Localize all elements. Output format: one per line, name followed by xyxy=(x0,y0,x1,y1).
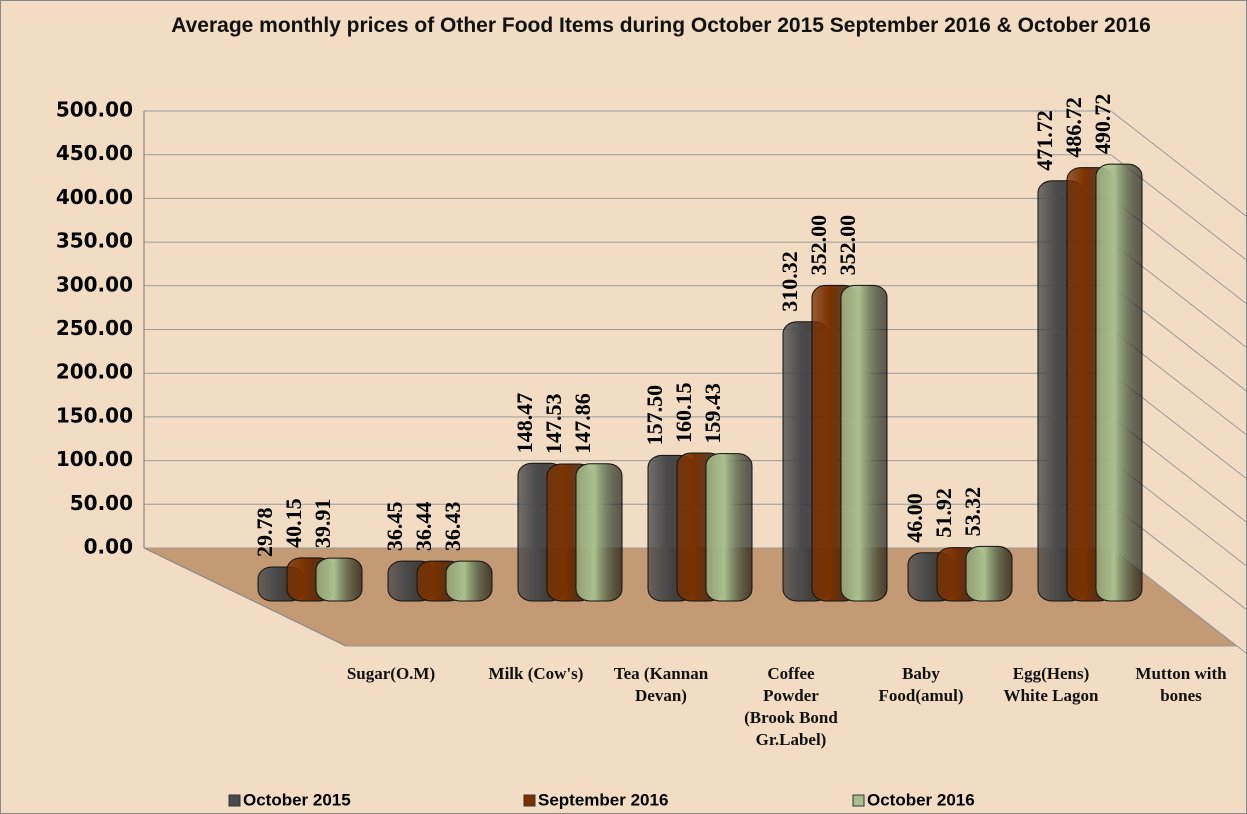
y-tick-label: 450.00 xyxy=(56,141,133,165)
value-label: 160.15 xyxy=(671,383,696,444)
x-tick-label: Sugar(O.M) xyxy=(346,664,436,683)
y-tick-label: 50.00 xyxy=(70,491,133,515)
x-tick-label: Baby Food(amul) xyxy=(878,664,964,705)
bar xyxy=(315,557,363,602)
value-label: 147.86 xyxy=(570,393,595,454)
bar xyxy=(1095,163,1143,602)
grid-line xyxy=(144,110,1246,217)
value-label: 39.91 xyxy=(310,499,335,549)
bar xyxy=(965,545,1013,602)
x-tick-label: Mutton with bones xyxy=(1135,664,1227,705)
value-label: 53.32 xyxy=(960,487,985,537)
chart-title: Average monthly prices of Other Food Ite… xyxy=(171,14,1151,37)
y-tick-label: 250.00 xyxy=(56,316,133,340)
bar xyxy=(840,284,888,602)
legend-label: October 2015 xyxy=(243,790,351,809)
value-label: 352.00 xyxy=(835,215,860,276)
y-tick-label: 350.00 xyxy=(56,229,133,253)
legend-swatch xyxy=(852,794,865,807)
value-label: 36.43 xyxy=(440,502,465,552)
y-tick-label: 500.00 xyxy=(56,98,133,122)
legend-swatch xyxy=(523,794,536,807)
x-tick-label: Milk (Cow's) xyxy=(488,664,584,683)
y-tick-label: 100.00 xyxy=(56,447,133,471)
x-tick-label: Tea (Kannan Devan) xyxy=(613,664,709,705)
value-label: 159.43 xyxy=(700,383,725,444)
value-label: 40.15 xyxy=(281,498,306,548)
legend-label: September 2016 xyxy=(538,790,668,809)
y-tick-label: 150.00 xyxy=(56,403,133,427)
value-label: 490.72 xyxy=(1090,94,1115,155)
value-label: 486.72 xyxy=(1061,97,1086,158)
bar xyxy=(445,560,493,602)
bar xyxy=(575,463,623,602)
value-label: 36.45 xyxy=(382,502,407,552)
x-tick-label: Coffee Powder (Brook Bond Gr.Label) xyxy=(744,664,838,749)
legend-label: October 2016 xyxy=(867,790,975,809)
y-tick-label: 0.00 xyxy=(84,535,133,559)
x-tick-label: Egg(Hens) White Lagon xyxy=(1003,664,1099,705)
value-label: 471.72 xyxy=(1032,110,1057,171)
y-tick-label: 400.00 xyxy=(56,185,133,209)
value-label: 29.78 xyxy=(252,507,277,557)
value-label: 147.53 xyxy=(541,394,566,455)
grid-line xyxy=(144,154,1246,261)
value-label: 310.32 xyxy=(777,251,802,312)
value-label: 148.47 xyxy=(512,393,537,454)
value-label: 51.92 xyxy=(931,488,956,538)
legend-swatch xyxy=(228,794,241,807)
value-label: 46.00 xyxy=(902,493,927,543)
bar xyxy=(705,453,753,602)
floor-edge xyxy=(143,547,347,647)
value-label: 352.00 xyxy=(806,215,831,276)
y-tick-label: 300.00 xyxy=(56,272,133,296)
value-label: 157.50 xyxy=(642,385,667,446)
value-label: 36.44 xyxy=(411,502,436,552)
y-tick-label: 200.00 xyxy=(56,360,133,384)
